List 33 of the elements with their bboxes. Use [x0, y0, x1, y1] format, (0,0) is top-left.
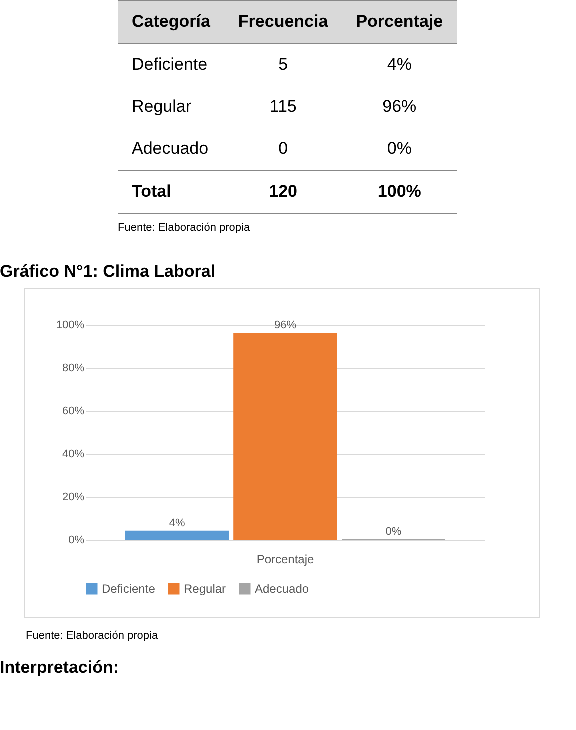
text: Total [118, 170, 224, 214]
text: Frecuencia [224, 0, 342, 44]
data-label: 0% [386, 138, 413, 160]
y-tick-label: 40% [62, 448, 85, 460]
source-note: Fuente: Elaboración propia [26, 630, 160, 642]
text: 100% [342, 170, 458, 214]
text: 120 [224, 170, 342, 214]
text: Porcentaje [342, 0, 458, 44]
data-label: 115 [268, 96, 298, 118]
legend-label: Regular [184, 582, 226, 596]
data-label: 96% [382, 96, 418, 118]
y-tick-label: 0% [68, 534, 85, 546]
chart-title: Gráfico N°1: Clima Laboral [0, 262, 217, 282]
data-label: 4% [386, 54, 413, 76]
y-tick-label: 100% [56, 320, 85, 332]
data-label: 96% [274, 320, 297, 332]
data-label: 0 [278, 138, 290, 160]
category-label: Deficiente [131, 54, 209, 76]
text: Interpretación: [0, 658, 120, 678]
y-tick-label: 20% [62, 492, 85, 504]
category-label: Regular [131, 96, 193, 118]
text: Categoría [118, 0, 224, 44]
y-tick-label: 80% [62, 362, 85, 374]
data-label: 4% [169, 517, 186, 530]
data-label: 0% [386, 526, 402, 538]
data-label: 5 [278, 54, 290, 76]
y-tick-label: 60% [62, 406, 85, 418]
legend-label: Deficiente [102, 582, 156, 596]
bar [125, 530, 230, 540]
bar [234, 333, 338, 540]
source-note: Fuente: Elaboración propia [118, 222, 252, 234]
legend-label: Adecuado [255, 582, 310, 596]
category-label: Adecuado [131, 138, 210, 160]
